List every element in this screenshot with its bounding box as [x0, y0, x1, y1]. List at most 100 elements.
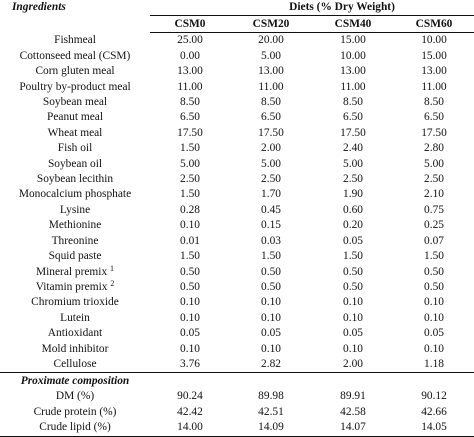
ingredient-label: Vitamin premix: [35, 280, 108, 293]
table-cell: 0.01: [180, 234, 200, 247]
table-row: Vitamin premix 2 0.50 0.50 0.50 0.50: [0, 279, 474, 295]
table-cell: 1.50: [424, 250, 444, 263]
ingredient-name: Soybean oil: [0, 157, 150, 172]
table-cell: 0.10: [261, 296, 281, 309]
ingredient-name: Antioxidant: [0, 326, 150, 341]
proximate-name: Crude protein (%): [33, 405, 117, 418]
ingredient-name: Lysine: [0, 203, 150, 218]
table-cell: 0.10: [180, 342, 200, 355]
table-cell: 0.50: [180, 265, 200, 278]
table-cell: 2.82: [261, 357, 281, 370]
table-cell: 1.18: [424, 357, 444, 370]
table-row: Fish oil 1.50 2.00 2.40 2.80: [0, 141, 474, 156]
ingredient-label: Fish oil: [57, 142, 93, 155]
table-cell: 42.51: [258, 405, 284, 418]
table-row: Peanut meal 6.50 6.50 6.50 6.50: [0, 110, 474, 125]
table-cell: 0.50: [261, 265, 281, 278]
table-cell: 0.10: [343, 342, 363, 355]
ingredient-label: Soybean oil: [47, 157, 103, 170]
table-row: Soybean meal 8.50 8.50 8.50 8.50: [0, 95, 474, 110]
ingredient-name: Squid paste: [0, 249, 150, 264]
ingredient-label: Lutein: [60, 311, 90, 324]
ingredient-name: Poultry by-product meal: [0, 80, 150, 95]
table-cell: 6.50: [424, 111, 444, 124]
table-row: DM (%) 90.24 89.98 89.91 90.12: [0, 389, 474, 404]
table-cell: 8.50: [261, 96, 281, 109]
ingredient-label: Mold inhibitor: [41, 342, 109, 355]
table-cell: 0.05: [343, 234, 363, 247]
table-cell: 2.50: [343, 173, 363, 186]
table-cell: 0.10: [343, 296, 363, 309]
proximate-name: DM (%): [55, 390, 95, 403]
table-cell: 0.25: [424, 219, 444, 232]
empty-cell: [230, 372, 312, 390]
table-cell: 90.24: [177, 390, 203, 403]
table-cell: 8.50: [343, 96, 363, 109]
diets-span-header: Diets (% Dry Weight): [150, 0, 474, 17]
column-header: CSM20: [230, 15, 312, 34]
table-cell: 1.50: [343, 250, 363, 263]
empty-cell: [150, 372, 230, 390]
ingredient-label: Poultry by-product meal: [19, 80, 131, 93]
table-row: Cottonseed meal (CSM) 0.00 5.00 10.00 15.00: [0, 49, 474, 64]
ingredient-label: Mineral premix: [35, 265, 108, 278]
ingredient-name: Mold inhibitor: [0, 342, 150, 357]
table-row: Squid paste 1.50 1.50 1.50 1.50: [0, 249, 474, 264]
ingredient-label: Cottonseed meal (CSM): [19, 49, 131, 62]
ingredient-label: Threonine: [51, 234, 99, 247]
table-cell: 0.10: [261, 311, 281, 324]
table-row: Soybean oil 5.00 5.00 5.00 5.00: [0, 157, 474, 172]
column-header: CSM60: [394, 15, 474, 34]
table-cell: 11.00: [258, 80, 284, 93]
table-cell: 42.42: [177, 405, 203, 418]
proximate-name: Crude lipid (%): [0, 420, 150, 437]
table-cell: 1.50: [180, 142, 200, 155]
table-cell: 1.50: [180, 250, 200, 263]
table-row: Fishmeal 25.00 20.00 15.00 10.00: [0, 33, 474, 49]
table-row: Chromium trioxide 0.10 0.10 0.10 0.10: [0, 295, 474, 310]
table-cell: 2.80: [424, 142, 444, 155]
table-cell: 2.50: [261, 173, 281, 186]
table-cell: 6.50: [180, 111, 200, 124]
table-row: Lutein 0.10 0.10 0.10 0.10: [0, 311, 474, 326]
table-cell: 17.50: [340, 126, 366, 139]
ingredient-label: Methionine: [48, 219, 102, 232]
table-cell: 3.76: [180, 357, 200, 370]
table-row: Antioxidant 0.05 0.05 0.05 0.05: [0, 326, 474, 341]
table-cell: 0.10: [261, 342, 281, 355]
table-cell: 8.50: [424, 96, 444, 109]
table-row: Corn gluten meal 13.00 13.00 13.00 13.00: [0, 64, 474, 79]
ingredient-label: Fishmeal: [54, 34, 96, 47]
table-cell: 0.50: [261, 280, 281, 293]
table-cell: 0.10: [180, 296, 200, 309]
table-cell: 1.70: [261, 188, 281, 201]
ingredient-name: Fishmeal: [0, 33, 150, 49]
table-cell: 8.50: [180, 96, 200, 109]
table-cell: 5.00: [424, 157, 444, 170]
table-cell: 89.91: [340, 390, 366, 403]
table-cell: 0.75: [424, 203, 444, 216]
table-cell: 14.09: [230, 420, 312, 437]
table-cell: 2.00: [261, 142, 281, 155]
ingredient-name: Wheat meal: [0, 126, 150, 141]
table-cell: 0.50: [343, 265, 363, 278]
header-row-columns: CSM0 CSM20 CSM40 CSM60: [0, 15, 474, 34]
table-cell: 13.00: [258, 65, 284, 78]
table-cell: 0.10: [343, 311, 363, 324]
table-cell: 13.00: [340, 65, 366, 78]
table-cell: 0.45: [261, 203, 281, 216]
table-cell: 0.05: [343, 327, 363, 340]
column-header: CSM40: [312, 15, 394, 34]
empty-cell: [312, 372, 394, 390]
table-cell: 42.58: [340, 405, 366, 418]
table-row: Lysine 0.28 0.45 0.60 0.75: [0, 203, 474, 218]
ingredient-label: Antioxidant: [47, 327, 103, 340]
table-cell: 10.00: [340, 49, 366, 62]
table-row: Mineral premix 1 0.50 0.50 0.50 0.50: [0, 264, 474, 280]
table-cell: 11.00: [177, 80, 203, 93]
table-cell: 6.50: [261, 111, 281, 124]
table-cell: 17.50: [421, 126, 447, 139]
section-heading-row: Proximate composition: [0, 372, 474, 390]
table-cell: 5.00: [343, 157, 363, 170]
